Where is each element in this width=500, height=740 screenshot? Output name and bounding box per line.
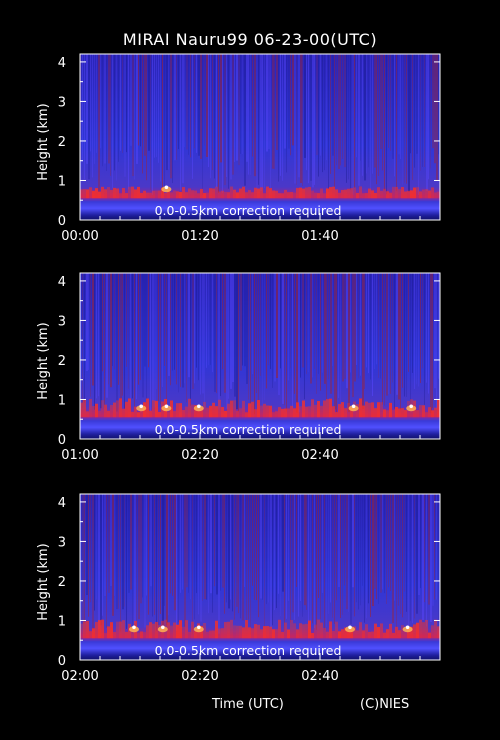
bright-return-core (348, 625, 352, 630)
panel-1: 0 1 2 3 4 Height (km) 00:00 01:20 01:40 0.0-0.5km… (36, 53, 441, 244)
bright-return (157, 626, 168, 633)
bright-return-core (409, 404, 414, 409)
x-tick-label: 02:00 (61, 669, 98, 684)
bright-return (193, 405, 204, 412)
y-axis-label: Height (km) (36, 543, 51, 620)
bright-return-core (351, 404, 356, 409)
y-tick-label: 3 (58, 535, 66, 550)
y-tick-label: 4 (58, 56, 66, 71)
backscatter-streaks (80, 54, 439, 195)
y-axis-label: Height (km) (36, 322, 51, 399)
credit-label: (C)NIES (360, 697, 410, 712)
y-tick-label: 0 (58, 654, 66, 669)
bright-return-core (197, 404, 201, 409)
bright-return-core (197, 625, 201, 630)
bright-return (402, 626, 413, 633)
bright-return-core (132, 625, 136, 630)
correction-annotation: 0.0-0.5km correction required (155, 643, 342, 658)
chart-title: MIRAI Nauru99 06-23-00(UTC) (122, 30, 378, 49)
panel-2: 0 1 2 3 4 Height (km) 01:00 02:20 02:40 0.0-0.5km… (36, 272, 441, 463)
bright-return (161, 405, 172, 412)
bright-return (193, 626, 204, 633)
y-axis-label: Height (km) (36, 103, 51, 180)
bright-return-core (164, 185, 169, 190)
cloud-base-layer (80, 398, 440, 418)
bright-return (136, 405, 147, 412)
backscatter-streaks (80, 273, 439, 415)
y-tick-label: 2 (58, 575, 66, 590)
y-tick-label: 1 (58, 614, 66, 629)
panel-3: 0 1 2 3 4 Height (km) 02:00 02:20 02:40 0.0-0.5km… (36, 493, 441, 684)
bright-return (129, 626, 139, 633)
backscatter-streaks (80, 494, 439, 636)
bright-return-core (405, 625, 410, 630)
bright-return-core (139, 404, 143, 409)
y-tick-label: 0 (58, 214, 66, 229)
y-tick-label: 0 (58, 433, 66, 448)
x-tick-label: 02:40 (301, 669, 338, 684)
y-tick-label: 1 (58, 174, 66, 189)
x-tick-label: 02:40 (301, 448, 338, 463)
x-axis-label: Time (UTC) (212, 697, 284, 712)
bright-return-core (161, 625, 165, 630)
bright-return-core (164, 404, 169, 409)
y-tick-label: 2 (58, 354, 66, 369)
y-tick-label: 3 (58, 314, 66, 329)
x-tick-label: 02:20 (181, 448, 218, 463)
y-tick-label: 4 (58, 496, 66, 511)
bright-return (161, 186, 172, 193)
x-tick-label: 01:00 (61, 448, 98, 463)
y-tick-label: 2 (58, 135, 66, 150)
correction-annotation: 0.0-0.5km correction required (155, 422, 342, 437)
bright-return (345, 626, 355, 633)
y-tick-label: 3 (58, 95, 66, 110)
x-tick-label: 01:40 (301, 229, 338, 244)
bright-return (406, 405, 417, 412)
y-tick-label: 4 (58, 275, 66, 290)
correction-annotation: 0.0-0.5km correction required (155, 203, 342, 218)
x-tick-label: 00:00 (61, 229, 98, 244)
bright-return (348, 405, 359, 412)
x-tick-label: 01:20 (181, 229, 218, 244)
y-tick-label: 1 (58, 393, 66, 408)
x-tick-label: 02:20 (181, 669, 218, 684)
cloud-base-layer (80, 185, 440, 199)
cloud-base-layer (80, 619, 440, 639)
